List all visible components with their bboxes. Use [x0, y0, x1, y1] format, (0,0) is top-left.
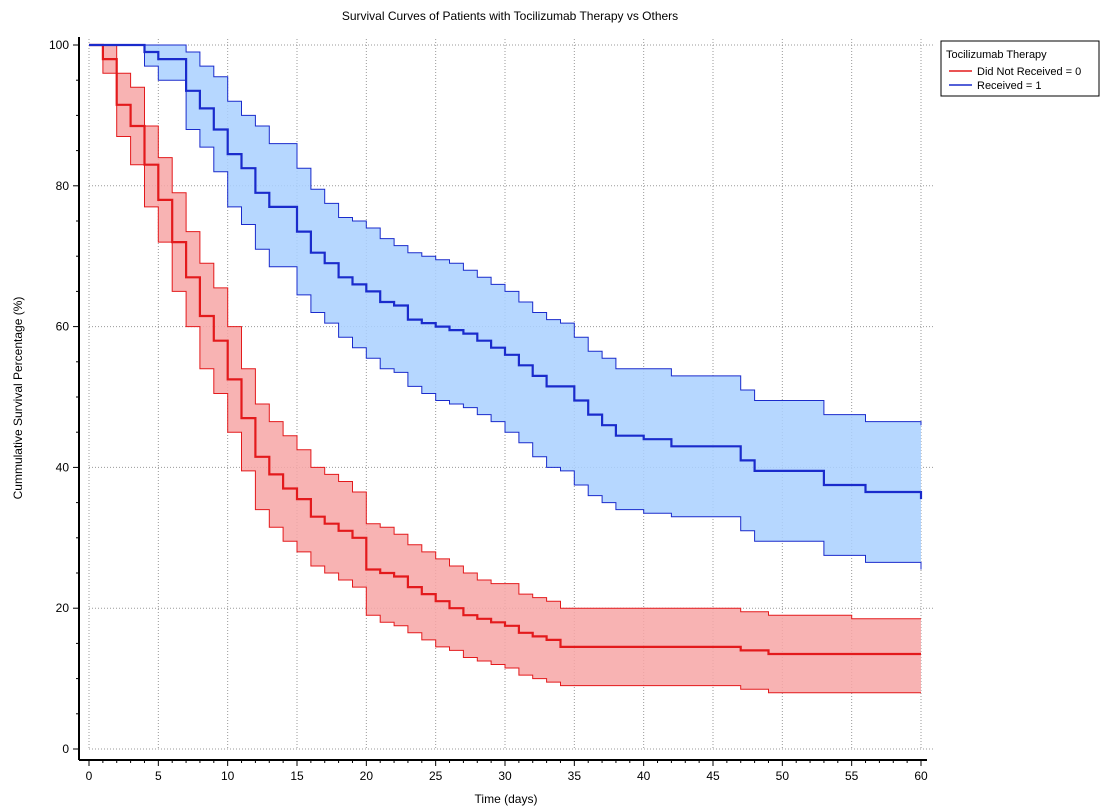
x-tick-label: 55	[845, 769, 859, 783]
y-tick-label: 60	[56, 320, 70, 334]
x-tick-label: 10	[221, 769, 235, 783]
confidence-bands	[89, 44, 922, 694]
x-tick-label: 25	[429, 769, 443, 783]
lower-bound-line-series-0	[89, 44, 921, 694]
confidence-band-series-1	[89, 45, 921, 570]
legend-box	[940, 40, 1100, 97]
y-tick-label: 80	[56, 179, 70, 193]
x-tick-label: 5	[155, 769, 162, 783]
legend-label-series-1: Received = 1	[977, 80, 1042, 92]
y-tick-label: 100	[49, 38, 69, 52]
x-tick-label: 15	[290, 769, 304, 783]
x-tick-label: 60	[914, 769, 928, 783]
legend-label-series-0: Did Not Received = 0	[977, 66, 1081, 78]
y-tick-label: 0	[62, 742, 69, 756]
survival-line-series-1	[89, 43, 923, 500]
legend: Tocilizumab Therapy Did Not Received = 0…	[940, 40, 1100, 97]
chart-title: Survival Curves of Patients with Tociliz…	[342, 9, 678, 23]
y-tick-label: 40	[56, 460, 70, 474]
x-tick-label: 35	[568, 769, 582, 783]
upper-bound-line-series-1	[89, 44, 922, 426]
y-tick-label: 20	[56, 601, 70, 615]
y-axis-label: Cummulative Survival Percentage (%)	[11, 297, 25, 500]
x-tick-label: 0	[86, 769, 93, 783]
upper-bound-line-series-0	[89, 44, 921, 620]
x-tick-label: 50	[776, 769, 790, 783]
x-tick-label: 20	[360, 769, 374, 783]
x-tick-label: 40	[637, 769, 651, 783]
survival-lines	[89, 43, 923, 656]
x-tick-label: 45	[706, 769, 720, 783]
lower-bound-line-series-1	[89, 44, 922, 570]
y-axis-ticks: 0 20 40 60 80 100	[49, 38, 79, 756]
axes	[78, 37, 927, 761]
legend-title: Tocilizumab Therapy	[946, 49, 1047, 61]
confidence-band-series-0	[89, 45, 921, 693]
x-tick-label: 30	[498, 769, 512, 783]
x-axis-ticks: 0 5 10 15 20 25 30 35 40 45 50 55 60	[86, 760, 928, 783]
x-axis-label: Time (days)	[475, 792, 538, 806]
survival-line-series-0	[89, 43, 921, 656]
